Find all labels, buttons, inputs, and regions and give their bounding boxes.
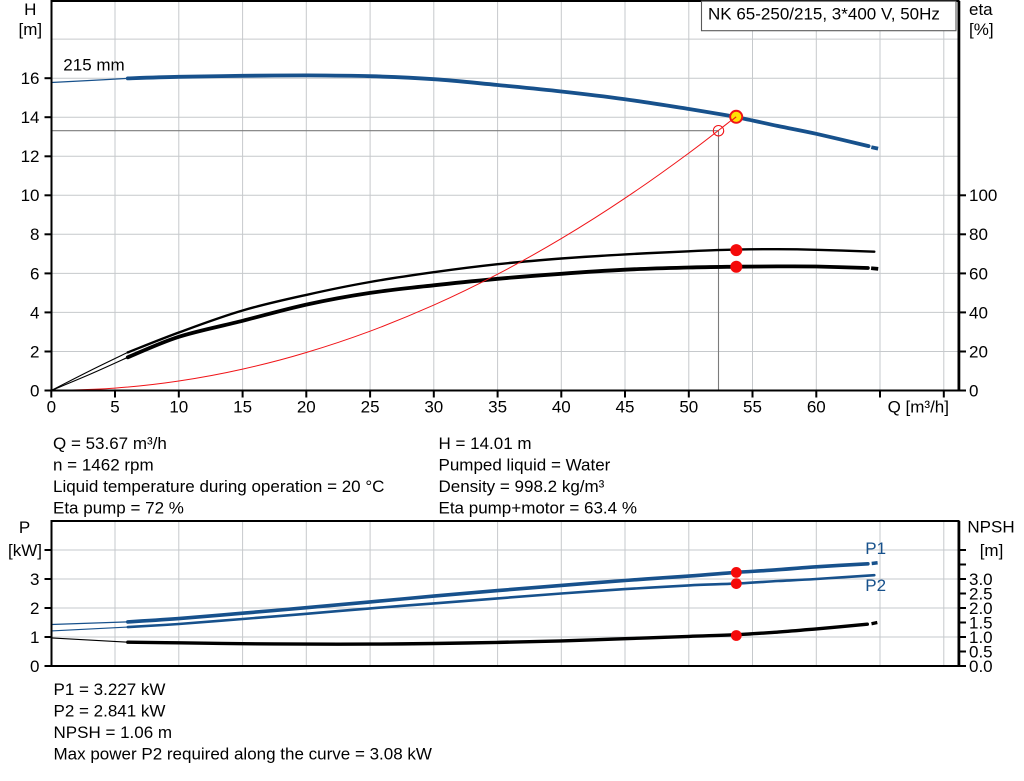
svg-text:n = 1462 rpm: n = 1462 rpm [53,455,154,474]
svg-text:12: 12 [21,147,40,166]
svg-text:P1: P1 [865,539,886,558]
svg-text:NK 65-250/215, 3*400 V, 50Hz: NK 65-250/215, 3*400 V, 50Hz [708,5,940,24]
svg-text:H: H [24,0,36,19]
svg-text:10: 10 [169,397,188,416]
svg-text:8: 8 [30,225,39,244]
svg-text:[m]: [m] [980,541,1004,560]
svg-text:60: 60 [807,397,826,416]
svg-text:40: 40 [969,303,988,322]
svg-text:2.0: 2.0 [969,599,993,618]
svg-text:P2: P2 [865,576,886,595]
svg-text:80: 80 [969,225,988,244]
svg-text:55: 55 [743,397,762,416]
svg-text:1: 1 [30,628,39,647]
svg-text:0: 0 [969,381,978,400]
svg-text:Eta pump = 72 %: Eta pump = 72 % [53,498,184,517]
svg-text:20: 20 [969,342,988,361]
svg-text:P1 = 3.227 kW: P1 = 3.227 kW [54,680,166,699]
svg-text:0.0: 0.0 [969,657,993,676]
svg-text:2: 2 [30,342,39,361]
svg-text:4: 4 [30,303,39,322]
svg-text:3.0: 3.0 [969,570,993,589]
svg-text:35: 35 [488,397,507,416]
svg-text:15: 15 [233,397,252,416]
svg-text:16: 16 [21,69,40,88]
svg-text:Pumped liquid = Water: Pumped liquid = Water [439,455,611,474]
svg-text:1.0: 1.0 [969,628,993,647]
svg-text:Max power P2 required along th: Max power P2 required along the curve = … [54,744,432,763]
svg-text:H = 14.01 m: H = 14.01 m [439,434,532,453]
svg-text:215 mm: 215 mm [63,55,124,74]
svg-text:30: 30 [424,397,443,416]
svg-text:0: 0 [30,381,39,400]
svg-text:0: 0 [30,657,39,676]
svg-text:20: 20 [297,397,316,416]
svg-text:Density = 998.2 kg/m³: Density = 998.2 kg/m³ [439,477,605,496]
svg-text:50: 50 [679,397,698,416]
svg-text:[kW]: [kW] [8,541,42,560]
svg-text:Liquid temperature during oper: Liquid temperature during operation = 20… [53,477,384,496]
svg-text:3: 3 [30,570,39,589]
svg-text:60: 60 [969,264,988,283]
svg-text:eta: eta [969,0,993,19]
svg-text:0.5: 0.5 [969,642,993,661]
svg-text:1.5: 1.5 [969,613,993,632]
svg-text:5: 5 [110,397,119,416]
svg-text:P2 = 2.841 kW: P2 = 2.841 kW [54,702,166,721]
svg-text:6: 6 [30,264,39,283]
svg-text:NPSH = 1.06 m: NPSH = 1.06 m [54,723,173,742]
svg-text:25: 25 [361,397,380,416]
svg-text:10: 10 [21,186,40,205]
svg-text:P: P [19,518,30,537]
svg-text:NPSH: NPSH [967,518,1014,537]
svg-text:100: 100 [969,186,997,205]
svg-text:40: 40 [552,397,571,416]
svg-text:0: 0 [47,397,56,416]
svg-text:2.5: 2.5 [969,584,993,603]
svg-text:Eta pump+motor = 63.4 %: Eta pump+motor = 63.4 % [439,498,637,517]
svg-text:[%]: [%] [969,20,994,39]
svg-text:2: 2 [30,599,39,618]
svg-text:Q [m³/h]: Q [m³/h] [888,397,949,416]
svg-text:Q = 53.67 m³/h: Q = 53.67 m³/h [53,434,167,453]
svg-text:14: 14 [21,108,40,127]
svg-text:[m]: [m] [18,20,42,39]
svg-text:45: 45 [616,397,635,416]
